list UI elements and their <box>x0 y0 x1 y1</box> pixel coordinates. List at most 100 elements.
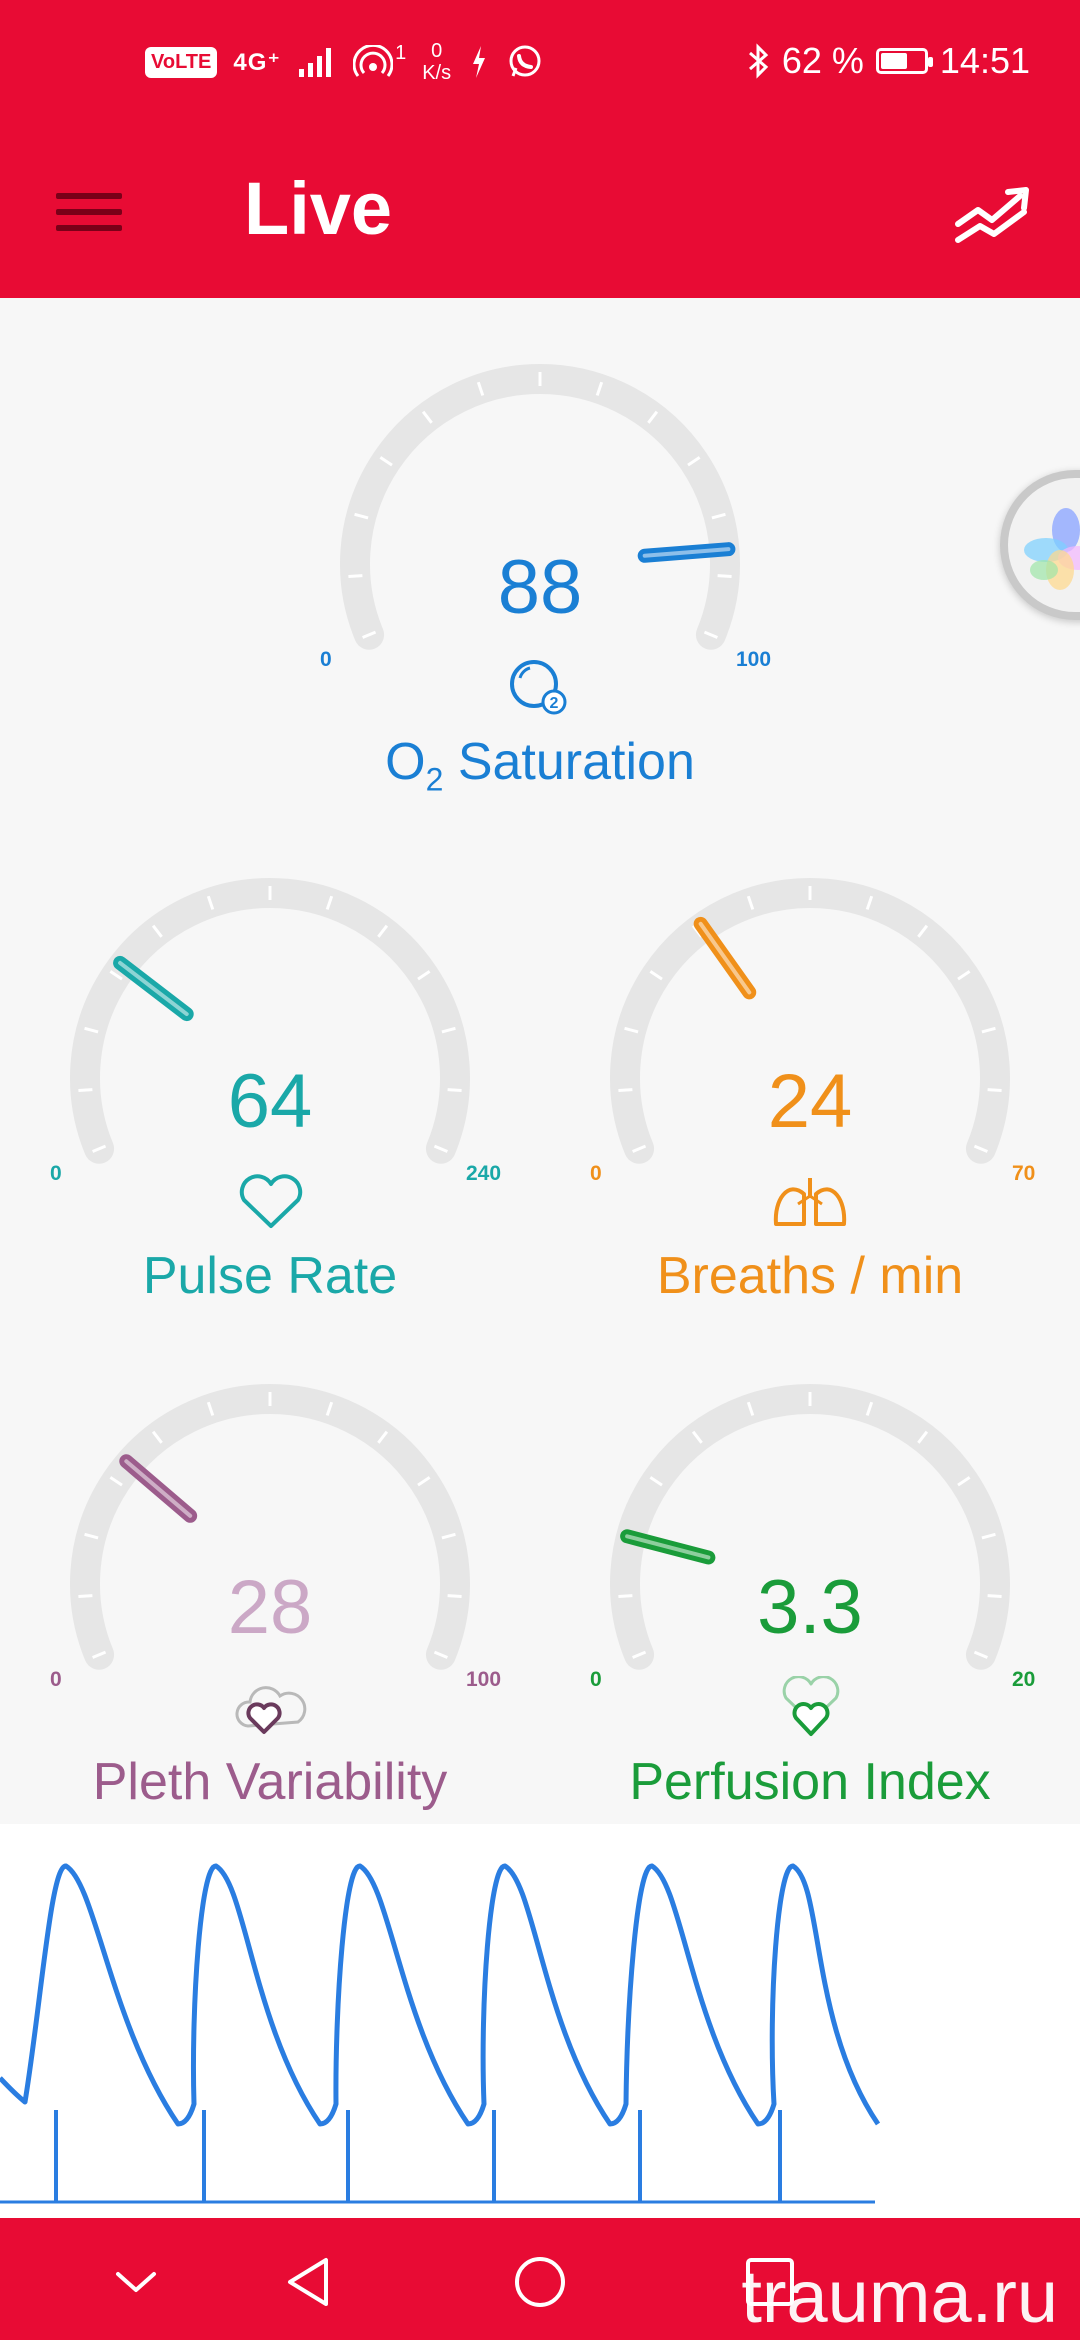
back-icon[interactable] <box>270 2242 350 2322</box>
gauge-dial <box>70 878 470 1164</box>
recents-icon[interactable] <box>730 2242 810 2322</box>
perfusion-max: 20 <box>1012 1668 1036 1691</box>
pulse-label: Pulse Rate <box>142 1247 398 1305</box>
gauge-tick <box>917 1430 929 1444</box>
gauge-tick <box>433 1144 448 1153</box>
gauge-tick <box>746 1401 755 1416</box>
gauge-tick <box>348 574 363 579</box>
app-bar: Live <box>0 130 1080 298</box>
spo2-label-rest: Saturation <box>443 733 695 791</box>
menu-icon[interactable] <box>56 174 132 250</box>
gauges-panel: 88 0 100 2 O2 Saturation 64 0 240 Pulse … <box>0 298 1080 1824</box>
volte-icon: VoLTE <box>145 46 218 78</box>
gauge-tick <box>649 970 663 981</box>
oxygen-bubble-icon: 2 <box>510 660 567 715</box>
gauge-tick <box>151 924 163 938</box>
gauge-tick <box>917 924 929 938</box>
watermark-text: trauma.ru <box>741 2255 1058 2338</box>
gauge-tick <box>447 1088 462 1093</box>
flower-graphic <box>1024 508 1080 590</box>
trends-icon[interactable] <box>950 170 1040 260</box>
system-nav-bar <box>0 2218 1080 2340</box>
gauge-needle-highlight <box>124 1459 193 1518</box>
gauge-tick <box>865 1401 874 1416</box>
heart-icon <box>239 1174 303 1228</box>
gauge-tick <box>441 1532 456 1540</box>
breaths-label: Breaths / min <box>656 1247 964 1305</box>
breaths-max: 70 <box>1012 1162 1036 1185</box>
speed-value: 0 <box>431 40 443 62</box>
gauge-tick <box>711 512 726 520</box>
pleth-label: Pleth Variability <box>92 1753 448 1811</box>
gauge-tick <box>687 456 701 467</box>
breaths-value: 24 <box>767 1059 853 1144</box>
battery-icon <box>875 48 933 74</box>
gauge-tick <box>441 1026 456 1034</box>
gauge-tick <box>109 1476 123 1487</box>
pulse-value: 64 <box>227 1059 313 1144</box>
home-icon[interactable] <box>500 2242 580 2322</box>
gauge-tick <box>632 1650 647 1659</box>
gauge-tick <box>618 1594 633 1599</box>
gauge-needle-highlight <box>625 1534 711 1560</box>
gauge-tick <box>691 1430 703 1444</box>
gauge-tick <box>973 1650 988 1659</box>
gauge-tick <box>987 1594 1002 1599</box>
waveform-trace <box>0 1863 881 2127</box>
gauge-tick <box>957 1476 971 1487</box>
gauge-tick <box>109 970 123 981</box>
signal-icon <box>299 48 332 77</box>
status-bar: VoLTE 4G⁺ 1 0 K/s 62 % <box>0 0 1080 130</box>
collapse-icon[interactable] <box>96 2242 176 2322</box>
gauge-tick <box>206 895 215 910</box>
spo2-label-sub: 2 <box>425 761 444 798</box>
pulse-max: 240 <box>466 1162 502 1185</box>
gauge-tick <box>78 1088 93 1093</box>
network-speed: 0 K/s <box>422 40 451 84</box>
spo2-label: O2 Saturation <box>310 732 770 798</box>
pleth-min: 0 <box>50 1668 62 1691</box>
gauge-tick <box>325 895 334 910</box>
gauge-tick <box>632 1144 647 1153</box>
gauge-pleth-variability[interactable]: 28 0 100 Pleth Variability <box>40 1354 502 1834</box>
gauge-tick <box>325 1401 334 1416</box>
gauge-tick <box>703 630 718 639</box>
gauge-tick <box>377 924 389 938</box>
spo2-min: 0 <box>320 648 332 671</box>
page-title: Live <box>244 167 393 250</box>
gauge-dial <box>340 364 740 650</box>
double-heart-icon <box>782 1676 840 1736</box>
clock: 14:51 <box>939 40 1030 81</box>
status-left: VoLTE 4G⁺ 1 0 K/s <box>145 40 543 84</box>
gauge-pulse-rate[interactable]: 64 0 240 Pulse Rate <box>40 848 502 1328</box>
gauge-breaths-per-minute[interactable]: 24 0 70 Breaths / min <box>580 848 1040 1328</box>
svg-text:2: 2 <box>550 695 559 712</box>
gauge-perfusion-index[interactable]: 3.3 0 20 Perfusion Index <box>580 1354 1040 1834</box>
pulse-min: 0 <box>50 1162 62 1185</box>
gauge-tick <box>84 1026 99 1034</box>
pleth-value: 28 <box>227 1565 313 1650</box>
gauge-tick <box>981 1026 996 1034</box>
cloud-heart-icon <box>235 1686 307 1734</box>
gauge-tick <box>624 1026 639 1034</box>
gauge-tick <box>92 1650 107 1659</box>
hotspot-count: 1 <box>395 41 407 64</box>
vpn-icon <box>473 46 486 78</box>
gauge-tick <box>417 1476 431 1487</box>
gauge-tick <box>433 1650 448 1659</box>
gauge-tick <box>476 381 485 396</box>
gauge-needle-highlight <box>642 547 731 558</box>
gauge-tick <box>957 970 971 981</box>
gauge-tick <box>78 1594 93 1599</box>
pleth-max: 100 <box>466 1668 502 1691</box>
pleth-waveform <box>0 1824 1080 2218</box>
gauge-dial <box>610 878 1010 1164</box>
gauge-tick <box>746 895 755 910</box>
gauge-tick <box>595 381 604 396</box>
gauge-spo2[interactable]: 88 0 100 2 O2 Saturation <box>310 334 771 814</box>
gauge-tick <box>84 1532 99 1540</box>
gauge-tick <box>717 574 732 579</box>
gauge-tick <box>447 1594 462 1599</box>
bluetooth-icon <box>748 43 769 79</box>
gauge-tick <box>865 895 874 910</box>
